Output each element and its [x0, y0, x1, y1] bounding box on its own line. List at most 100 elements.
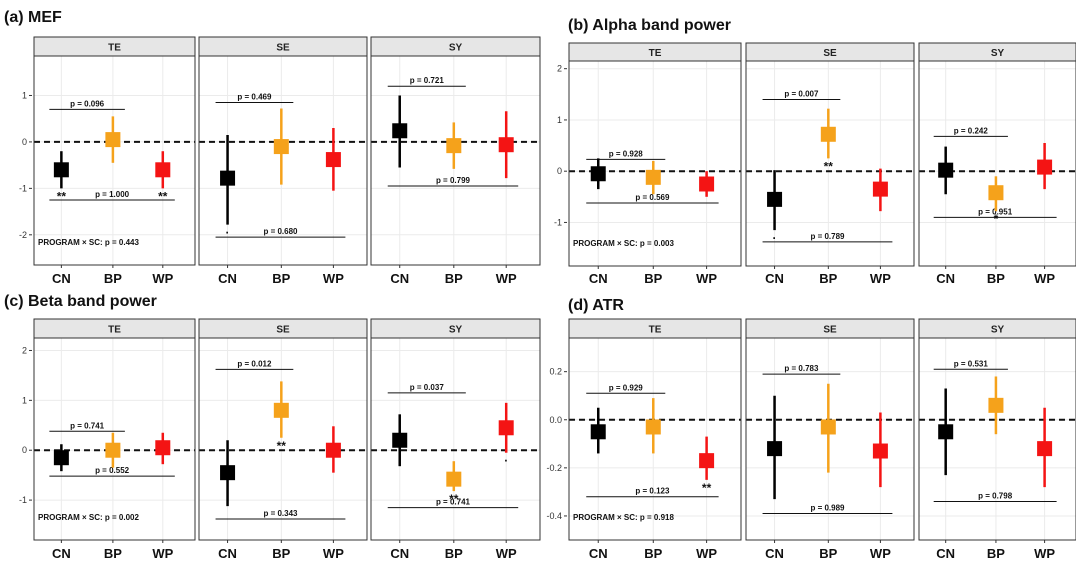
x-tick-label: CN	[390, 271, 409, 286]
comparison-p-value: p = 0.096	[70, 99, 105, 108]
point-bp	[105, 132, 121, 148]
y-tick-label: 0	[557, 166, 562, 176]
panel-border	[33, 318, 196, 541]
chart-d: (d) ATR 0.2 0.0 -0.2 -0.4 TE p = 0.929 p = 0.12…	[546, 297, 1076, 561]
panel-border	[918, 42, 1076, 267]
x-tick-label: CN	[52, 546, 71, 561]
panel-background	[371, 56, 540, 265]
x-tick-label: WP	[870, 546, 891, 561]
facet-panel-se: SE p = 0.469 p = 0.680 · CN BP WP	[198, 36, 368, 286]
point-cn	[938, 162, 954, 178]
facet-strip-label: TE	[108, 43, 121, 54]
y-tick-label: 1	[557, 115, 562, 125]
comparison-p-value: p = 0.799	[436, 176, 471, 185]
x-tick-label: BP	[819, 271, 837, 286]
point-wp	[699, 453, 715, 469]
panel-border	[745, 318, 915, 541]
y-tick-label: 1	[22, 90, 27, 100]
panel-border	[745, 42, 915, 267]
point-bp	[446, 471, 462, 487]
x-tick-label: BP	[272, 546, 290, 561]
facet-panel-sy: SY p = 0.721 p = 0.799 CN BP WP	[370, 36, 541, 286]
x-tick-label: CN	[390, 546, 409, 561]
x-tick-label: BP	[644, 271, 662, 286]
point-wp	[872, 443, 888, 459]
x-tick-label: BP	[104, 546, 122, 561]
chart-a: (a) MEF 1 0 -1 -2 TE p = 0.096 p = 1.000 ** ** PRO…	[4, 9, 541, 286]
facet-panel-te: TE p = 0.096 p = 1.000 ** ** PROGRAM × SC: p …	[33, 36, 196, 286]
facet-strip-label: TE	[649, 325, 662, 336]
panel-border	[198, 36, 368, 266]
y-tick-label: 1	[22, 395, 27, 405]
point-bp	[273, 402, 289, 418]
facet-panel-se: SE p = 0.783 p = 0.989 CN BP WP	[745, 318, 915, 561]
panel-border	[33, 36, 196, 266]
facet-strip-label: SY	[449, 43, 463, 54]
program-sc-annotation: PROGRAM × SC: p = 0.918	[573, 513, 674, 522]
facet-strip-label: TE	[108, 325, 121, 336]
y-tick-label: 0	[22, 137, 27, 147]
point-cn	[392, 432, 408, 448]
x-tick-label: BP	[272, 271, 290, 286]
panel-border	[198, 318, 368, 541]
facet-panel-sy: SY p = 0.531 p = 0.798 CN BP WP	[918, 318, 1076, 561]
y-tick-label: 0.2	[549, 367, 562, 377]
comparison-p-value: p = 0.037	[410, 383, 445, 392]
comparison-p-value: p = 0.798	[978, 492, 1013, 501]
x-tick-label: BP	[987, 546, 1005, 561]
facet-panel-sy: SY p = 0.242 p = 0.951* CN BP WP	[918, 42, 1076, 286]
panel-background	[34, 338, 195, 540]
comparison-p-value: p = 0.741	[436, 498, 471, 507]
facet-strip-label: SY	[991, 48, 1005, 59]
y-tick-label: 2	[22, 345, 27, 355]
chart-c: (c) Beta band power 2 1 0 -1 TE p = 0.741 p = 0…	[4, 293, 541, 561]
y-tick-label: -0.2	[546, 463, 562, 473]
y-tick-label: 0.0	[549, 415, 562, 425]
x-tick-label: WP	[696, 271, 717, 286]
significance-mark: *	[994, 212, 999, 226]
comparison-p-value: p = 0.242	[954, 126, 989, 135]
comparison-p-value: p = 0.343	[263, 509, 298, 518]
x-tick-label: CN	[52, 271, 71, 286]
panel-border	[568, 318, 742, 541]
y-tick-label: 2	[557, 64, 562, 74]
comparison-p-value: p = 0.123	[635, 487, 670, 496]
significance-mark: **	[57, 189, 67, 203]
x-tick-label: WP	[1034, 546, 1055, 561]
x-tick-label: BP	[644, 546, 662, 561]
point-wp	[1037, 159, 1053, 175]
x-tick-label: WP	[870, 271, 891, 286]
x-tick-label: CN	[765, 271, 784, 286]
x-tick-label: BP	[445, 271, 463, 286]
point-cn	[53, 162, 69, 178]
point-wp	[872, 181, 888, 197]
comparison-p-value: p = 0.012	[237, 359, 272, 368]
facet-strip-label: SE	[276, 43, 290, 54]
significance-mark: **	[824, 159, 834, 173]
facet-panel-te: TE p = 0.929 p = 0.123 ** PROGRAM × SC: p = …	[568, 318, 742, 561]
x-tick-label: WP	[496, 546, 517, 561]
panel-background	[569, 61, 741, 266]
x-tick-label: WP	[323, 271, 344, 286]
point-bp	[988, 397, 1004, 413]
panel-background	[746, 61, 914, 266]
comparison-p-value: p = 0.929	[609, 383, 644, 392]
x-tick-label: WP	[152, 271, 173, 286]
point-bp	[645, 169, 661, 185]
point-cn	[392, 123, 408, 139]
x-tick-label: CN	[218, 271, 237, 286]
point-bp	[273, 139, 289, 155]
significance-mark: **	[449, 492, 459, 506]
point-bp	[820, 126, 836, 142]
comparison-p-value: p = 0.741	[70, 421, 105, 430]
panel-border	[370, 318, 541, 541]
chart-title: (d) ATR	[568, 297, 624, 314]
facet-strip-label: SE	[823, 325, 837, 336]
facet-strip-label: SY	[991, 325, 1005, 336]
x-tick-label: BP	[445, 546, 463, 561]
comparison-p-value: p = 0.007	[784, 89, 819, 98]
comparison-p-value: p = 0.928	[609, 149, 644, 158]
program-sc-annotation: PROGRAM × SC: p = 0.443	[38, 238, 139, 247]
program-sc-annotation: PROGRAM × SC: p = 0.002	[38, 513, 139, 522]
panel-background	[199, 338, 367, 540]
